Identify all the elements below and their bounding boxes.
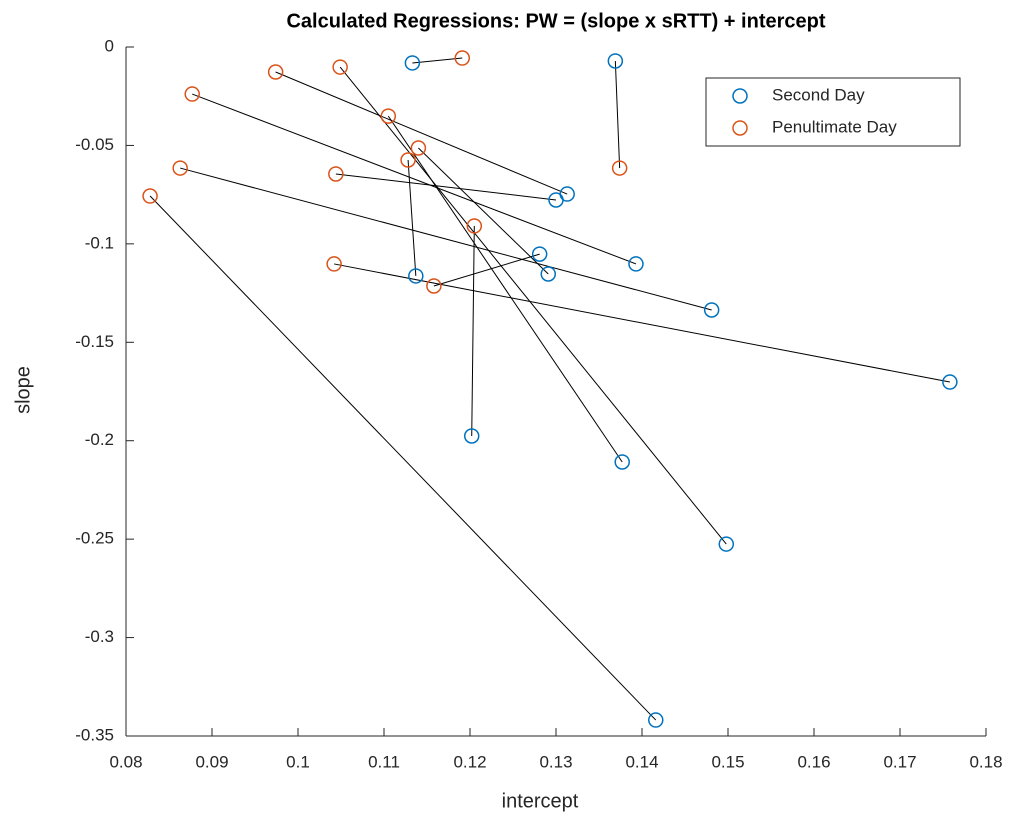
marker	[184, 86, 200, 102]
x-tick-label: 0.16	[797, 752, 830, 771]
marker	[404, 55, 421, 71]
x-tick-label: 0.15	[711, 752, 744, 771]
pair-link	[339, 66, 727, 545]
marker	[614, 454, 630, 470]
x-axis-label: intercept	[502, 790, 579, 812]
y-tick-label: -0.15	[75, 332, 114, 351]
marker	[463, 428, 480, 444]
marker	[328, 166, 344, 182]
pair-link	[180, 167, 712, 311]
marker	[628, 256, 644, 272]
legend-box	[705, 77, 961, 147]
x-tick-label: 0.13	[539, 752, 572, 771]
y-tick-label: -0.25	[75, 529, 114, 548]
legend-marker	[732, 120, 748, 136]
marker	[648, 712, 664, 728]
marker	[454, 50, 471, 66]
marker	[332, 59, 348, 75]
marker	[942, 374, 958, 390]
x-tick-label: 0.18	[969, 752, 1002, 771]
marker	[410, 140, 427, 156]
legend-label: Penultimate Day	[772, 117, 897, 136]
x-tick-label: 0.12	[453, 752, 486, 771]
pair-link	[471, 225, 475, 436]
pair-link	[407, 159, 417, 276]
y-tick-label: -0.1	[85, 233, 114, 252]
y-tick-label: -0.3	[85, 627, 114, 646]
marker	[267, 64, 284, 80]
pair-link	[614, 60, 621, 169]
pair-link	[275, 71, 568, 195]
marker	[326, 256, 342, 272]
marker	[540, 266, 557, 282]
x-tick-label: 0.11	[368, 752, 400, 771]
marker	[559, 186, 575, 202]
pair-link	[387, 115, 623, 463]
y-tick-label: -0.35	[75, 725, 114, 744]
marker	[426, 278, 442, 294]
pair-link	[335, 173, 557, 201]
marker	[718, 536, 735, 552]
pair-link	[334, 263, 950, 383]
x-tick-label: 0.1	[286, 752, 310, 771]
x-tick-label: 0.08	[109, 752, 142, 771]
marker	[142, 188, 158, 204]
y-tick-label: -0.2	[85, 430, 114, 449]
x-tick-label: 0.17	[883, 752, 916, 771]
marker	[172, 160, 188, 176]
pair-link	[149, 195, 657, 721]
legend-label: Second Day	[772, 85, 865, 104]
pair-link	[418, 147, 549, 275]
y-tick-label: -0.05	[75, 135, 114, 154]
marker	[400, 152, 416, 168]
pair-link	[412, 57, 463, 64]
legend-marker	[732, 88, 748, 104]
x-tick-label: 0.14	[625, 752, 658, 771]
y-axis-label: slope	[12, 366, 34, 414]
marker	[611, 160, 628, 176]
chart-title: Calculated Regressions: PW = (slope x sR…	[286, 10, 825, 32]
marker	[703, 302, 720, 318]
y-tick-label: 0	[105, 36, 114, 55]
marker	[607, 53, 624, 69]
marker	[380, 108, 397, 124]
marker	[466, 218, 483, 234]
pair-link	[192, 93, 637, 265]
x-tick-label: 0.09	[195, 752, 228, 771]
marker	[531, 246, 548, 262]
marker	[408, 268, 424, 284]
